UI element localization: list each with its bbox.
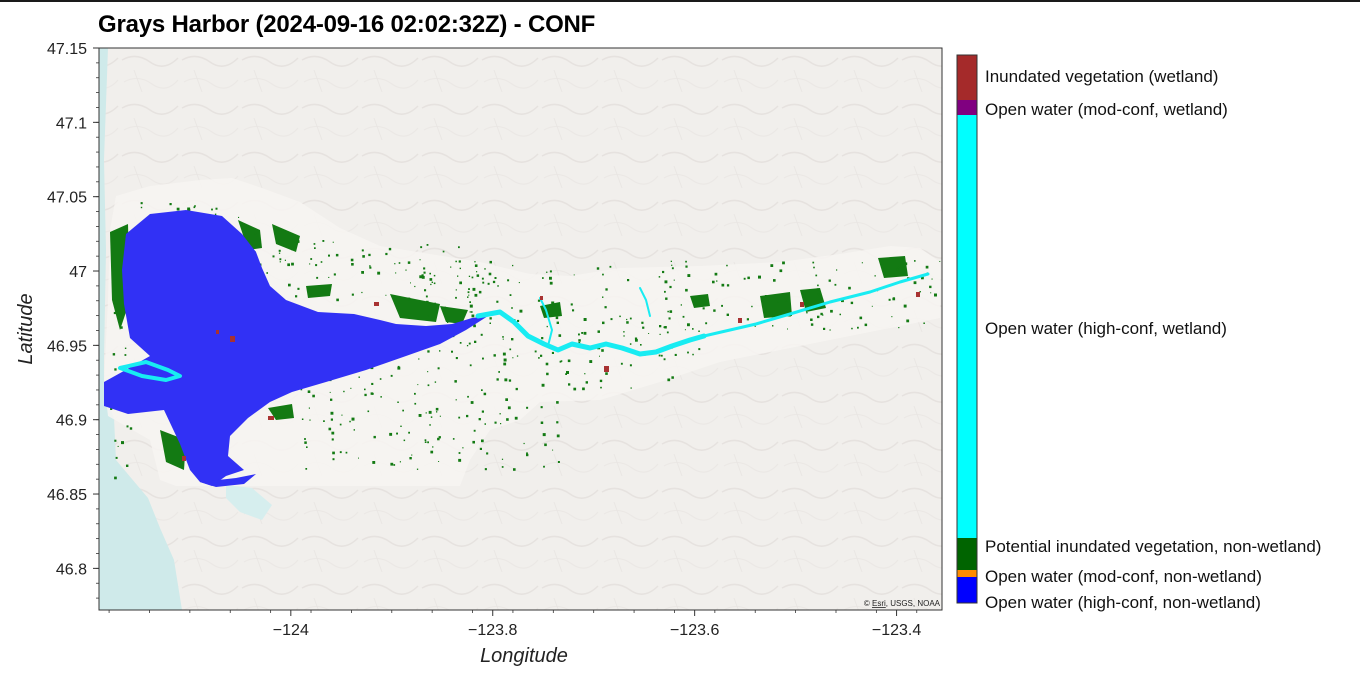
legend-label-potential-inundated-vegetation: Potential inundated vegetation, non-wetl… <box>985 537 1322 556</box>
colorbar-segment-inundated-vegetation-wetland <box>957 55 977 100</box>
colorbar <box>956 54 978 604</box>
colorbar-frame <box>956 54 978 604</box>
colorbar-segment-open-water-mod-conf-wetland <box>957 100 977 115</box>
y-tick-label: 46.9 <box>56 413 87 430</box>
legend-label-open-water-mod-conf-wetland: Open water (mod-conf, wetland) <box>985 100 1228 119</box>
y-tick-label: 47.15 <box>47 41 87 58</box>
ocean <box>99 48 182 610</box>
map-area: © Esri, USGS, NOAA <box>99 48 942 610</box>
y-axis: 47.15 47.1 47.05 47 46.95 46.9 46.85 46.8 <box>47 41 99 599</box>
x-tick-label: −123.8 <box>468 622 517 639</box>
y-tick-label: 47.05 <box>47 190 87 207</box>
map-attribution: © Esri, USGS, NOAA <box>864 599 941 608</box>
x-axis-title: Longitude <box>480 645 568 667</box>
plot-frame <box>98 47 943 611</box>
legend-label-open-water-mod-conf-non-wetland: Open water (mod-conf, non-wetland) <box>985 567 1262 586</box>
y-tick-label: 46.8 <box>56 561 87 578</box>
colorbar-segment-open-water-mod-conf-non-wetland <box>957 570 977 577</box>
inundated-vegetation-patches <box>182 292 920 461</box>
legend-label-open-water-high-conf-non-wetland: Open water (high-conf, non-wetland) <box>985 593 1261 612</box>
open-water-south-channel <box>200 474 256 487</box>
x-tick-label: −123.4 <box>872 622 921 639</box>
legend-label-inundated-vegetation-wetland: Inundated vegetation (wetland) <box>985 67 1219 86</box>
colorbar-segment-open-water-high-conf-wetland <box>957 115 977 538</box>
y-tick-label: 46.95 <box>47 338 87 355</box>
y-tick-label: 47.1 <box>56 115 87 132</box>
x-tick-label: −123.6 <box>670 622 719 639</box>
colorbar-segment-open-water-high-conf-non-wetland <box>957 577 977 603</box>
colorbar-segment-potential-inundated-vegetation <box>957 538 977 570</box>
x-tick-label: −124 <box>273 622 309 639</box>
open-water-harbor <box>104 210 488 486</box>
shoal-water <box>226 485 272 520</box>
y-axis-title: Latitude <box>15 293 37 364</box>
map-title: Grays Harbor (2024-09-16 02:02:32Z) - CO… <box>98 11 596 38</box>
legend-label-open-water-high-conf-wetland: Open water (high-conf, wetland) <box>985 319 1227 338</box>
y-tick-label: 47 <box>69 264 87 281</box>
x-axis: −124 −123.8 −123.6 −123.4 <box>108 610 921 639</box>
y-tick-label: 46.85 <box>47 487 87 504</box>
river-channels <box>118 272 930 382</box>
top-rule <box>0 0 1360 2</box>
